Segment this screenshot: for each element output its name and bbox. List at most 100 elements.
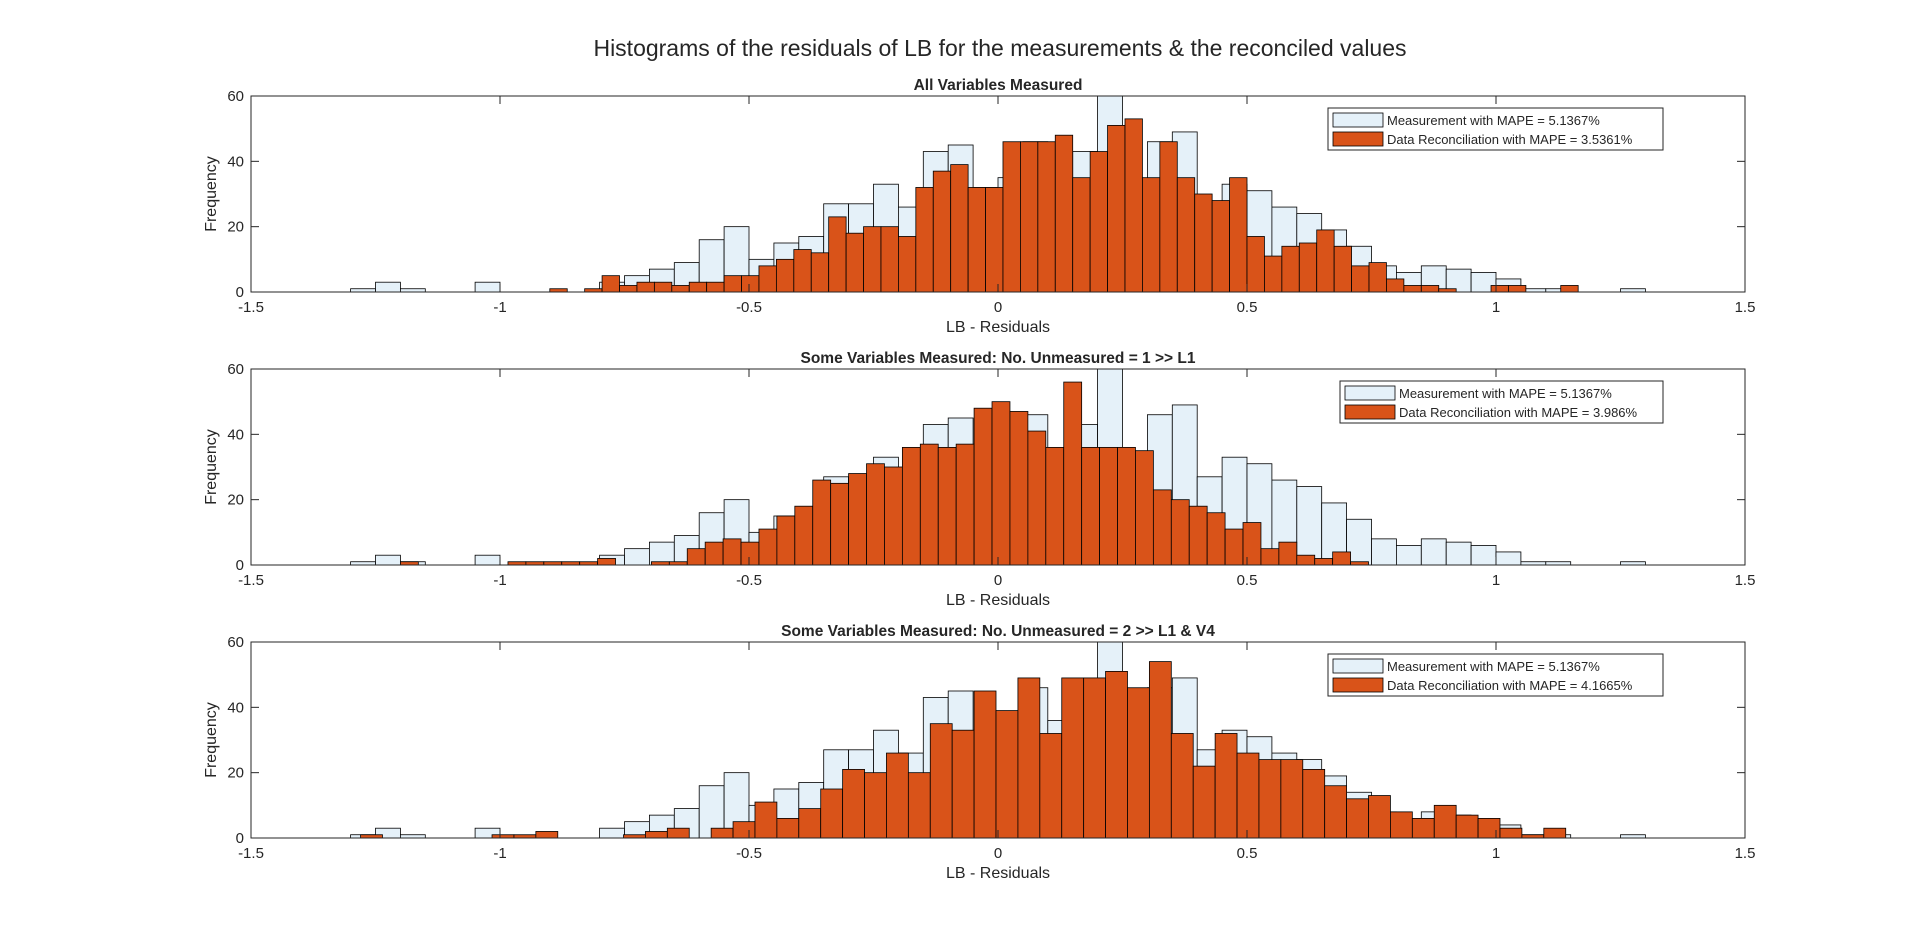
reconciliation-bar (710, 827, 734, 838)
y-tick-label: 20 (227, 492, 244, 509)
reconciliation-bar (901, 446, 921, 565)
reconciliation-bar (619, 285, 638, 292)
reconciliation-bar (937, 446, 957, 565)
reconciliation-bar (1229, 177, 1248, 292)
y-tick-label: 60 (227, 88, 244, 105)
legend-swatch-measurement (1332, 658, 1384, 674)
y-axis-label: Frequency (203, 702, 220, 778)
y-tick-label: 20 (227, 765, 244, 782)
reconciliation-bar (1159, 141, 1178, 292)
reconciliation-bar (1499, 827, 1523, 838)
histogram-panel: -1.5 -1 -0.5 0 0.5 1 1.5 0 20 40 60 Some Variables … (203, 623, 1756, 882)
legend-swatch-measurement (1332, 112, 1384, 128)
reconciliation-bar (991, 401, 1011, 565)
reconciliation-bar (1002, 141, 1021, 292)
reconciliation-bar (1477, 818, 1501, 838)
x-tick-label: 0.5 (1237, 572, 1258, 589)
reconciliation-bar (775, 258, 795, 292)
reconciliation-bar (1386, 278, 1405, 292)
x-tick-label: -1.5 (238, 572, 264, 589)
panel-title: Some Variables Measured: No. Unmeasured … (781, 623, 1215, 640)
reconciliation-bar (1316, 229, 1335, 292)
reconciliation-bar (950, 164, 969, 292)
reconciliation-bar (1020, 141, 1039, 292)
legend-label: Measurement with MAPE = 5.1367% (1387, 113, 1600, 128)
reconciliation-bar (1403, 285, 1422, 292)
measurement-bar (375, 827, 401, 838)
reconciliation-bar (1368, 795, 1391, 838)
x-tick-label: 0 (994, 845, 1002, 862)
reconciliation-bar (1390, 811, 1413, 838)
x-tick-label: -0.5 (736, 572, 762, 589)
legend-box (1327, 107, 1664, 151)
reconciliation-bar (688, 281, 708, 292)
reconciliation-bar (898, 236, 917, 292)
legend: Measurement with MAPE = 5.1367% Data Reco… (1327, 653, 1664, 697)
reconciliation-bar (880, 226, 899, 292)
y-tick-label: 60 (227, 361, 244, 378)
reconciliation-bar (706, 281, 725, 292)
x-tick-label: 1 (1492, 299, 1500, 316)
measurement-bar (375, 554, 401, 565)
reconciliation-bar (1438, 288, 1457, 292)
reconciliation-bar (645, 831, 668, 838)
reconciliation-bar (951, 729, 975, 838)
reconciliation-bar (399, 561, 419, 565)
y-axis-label: Frequency (203, 429, 220, 505)
reconciliation-bar (1148, 661, 1172, 838)
reconciliation-bar (828, 216, 847, 292)
reconciliation-bar (723, 275, 742, 292)
reconciliation-bar (848, 473, 867, 565)
reconciliation-bar (1009, 411, 1029, 565)
reconciliation-bar (1124, 118, 1143, 292)
reconciliation-bar (653, 281, 673, 292)
reconciliation-bar (1083, 677, 1106, 838)
y-tick-label: 60 (227, 634, 244, 651)
reconciliation-bar (1017, 677, 1041, 838)
legend: Measurement with MAPE = 5.1367% Data Reco… (1327, 107, 1664, 151)
reconciliation-bar (845, 232, 864, 292)
reconciliation-bar (597, 558, 616, 565)
x-tick-label: 0 (994, 572, 1002, 589)
reconciliation-bar (830, 482, 849, 565)
reconciliation-bar (1278, 541, 1298, 565)
measurement-bar (375, 281, 401, 292)
bars-group (350, 642, 1745, 838)
y-tick-label: 40 (227, 699, 244, 716)
measurement-bar (1470, 545, 1497, 565)
x-tick-label: -1.5 (238, 845, 264, 862)
reconciliation-bar (1350, 561, 1369, 565)
legend-swatch-measurement (1344, 385, 1396, 401)
measurement-bar (1620, 288, 1646, 292)
figure-title: Histograms of the residuals of LB for th… (593, 35, 1406, 61)
reconciliation-bar (1298, 242, 1318, 292)
reconciliation-bar (1433, 804, 1457, 838)
x-tick-label: -0.5 (736, 299, 762, 316)
legend-box (1327, 653, 1664, 697)
reconciliation-bar (1490, 285, 1509, 292)
reconciliation-bar (820, 788, 844, 838)
x-tick-label: 1.5 (1735, 845, 1756, 862)
reconciliation-bar (915, 187, 934, 292)
reconciliation-bar (1045, 446, 1065, 565)
reconciliation-bar (535, 831, 559, 838)
reconciliation-bar (671, 285, 690, 292)
reconciliation-bar (842, 769, 865, 838)
x-tick-label: -1.5 (238, 299, 264, 316)
measurement-bar (474, 554, 501, 565)
measurement-bar (1744, 288, 1745, 292)
reconciliation-bar (1135, 450, 1154, 565)
reconciliation-bar (549, 288, 568, 292)
reconciliation-bar (907, 772, 931, 838)
reconciliation-bar (741, 275, 760, 292)
reconciliation-bar (1152, 489, 1172, 565)
measurement-bar (1420, 538, 1447, 565)
reconciliation-bar (967, 187, 986, 292)
reconciliation-bar (666, 827, 690, 838)
reconciliation-bar (884, 466, 903, 565)
x-tick-label: 0.5 (1237, 845, 1258, 862)
x-axis-label: LB - Residuals (946, 319, 1050, 336)
reconciliation-bar (1368, 262, 1387, 292)
reconciliation-bar (686, 548, 706, 565)
